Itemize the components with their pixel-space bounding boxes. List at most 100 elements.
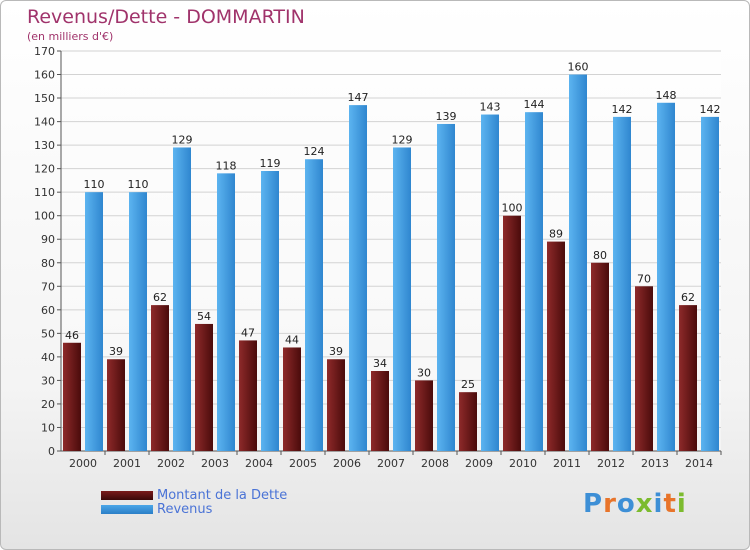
data-label: 39 — [329, 345, 343, 358]
data-label: 30 — [417, 366, 431, 379]
bar-revenus — [525, 112, 543, 452]
bar-revenus — [657, 102, 675, 451]
bar-revenus — [613, 116, 631, 451]
legend-label-dette: Montant de la Dette — [157, 487, 288, 503]
data-label: 110 — [84, 178, 105, 191]
chart-title: Revenus/Dette - DOMMARTIN — [27, 6, 305, 28]
logo-letter: i — [653, 489, 664, 519]
y-tick-label: 40 — [41, 351, 55, 364]
bar-dette — [591, 262, 609, 451]
data-label: 119 — [260, 157, 281, 170]
data-label: 46 — [65, 329, 79, 342]
y-tick-label: 150 — [34, 92, 55, 105]
data-label: 118 — [216, 159, 237, 172]
y-tick-label: 100 — [34, 210, 55, 223]
logo-letter: x — [635, 489, 654, 519]
y-tick-label: 120 — [34, 163, 55, 176]
bar-dette — [63, 342, 81, 451]
y-tick-label: 140 — [34, 116, 55, 129]
bar-dette — [239, 340, 257, 451]
bar-revenus — [701, 116, 719, 451]
data-label: 147 — [348, 91, 369, 104]
x-tick-label: 2006 — [333, 457, 361, 470]
y-tick-label: 70 — [41, 280, 55, 293]
bar-revenus — [481, 114, 499, 451]
y-tick-label: 90 — [41, 233, 55, 246]
x-tick-label: 2011 — [553, 457, 581, 470]
data-label: 129 — [392, 133, 413, 146]
data-label: 142 — [700, 103, 721, 116]
y-tick-label: 130 — [34, 139, 55, 152]
data-label: 143 — [480, 101, 501, 114]
bar-revenus — [393, 147, 411, 451]
legend-item-revenus: Revenus — [101, 501, 212, 517]
data-label: 124 — [304, 145, 325, 158]
data-label: 39 — [109, 345, 123, 358]
data-label: 25 — [461, 378, 475, 391]
x-tick-label: 2004 — [245, 457, 273, 470]
x-tick-label: 2012 — [597, 457, 625, 470]
plot-area — [61, 51, 721, 451]
bar-revenus — [217, 173, 235, 451]
bar-dette — [327, 359, 345, 451]
logo-letter: r — [603, 489, 617, 519]
y-tick-label: 110 — [34, 186, 55, 199]
x-tick-label: 2010 — [509, 457, 537, 470]
data-label: 144 — [524, 98, 545, 111]
data-label: 139 — [436, 110, 457, 123]
bar-revenus — [349, 105, 367, 451]
bar-revenus — [261, 171, 279, 451]
bar-dette — [415, 380, 433, 451]
logo-letter: i — [676, 489, 687, 519]
legend-item-dette: Montant de la Dette — [101, 487, 287, 503]
y-tick-label: 80 — [41, 257, 55, 270]
bar-dette — [195, 323, 213, 451]
x-tick-label: 2014 — [685, 457, 713, 470]
bar-dette — [679, 305, 697, 451]
bar-dette — [547, 241, 565, 451]
y-tick-label: 170 — [34, 45, 55, 58]
y-tick-label: 60 — [41, 304, 55, 317]
data-label: 100 — [502, 202, 523, 215]
x-tick-label: 2009 — [465, 457, 493, 470]
data-label: 62 — [681, 291, 695, 304]
data-label: 34 — [373, 357, 387, 370]
y-tick-label: 20 — [41, 398, 55, 411]
x-tick-label: 2000 — [69, 457, 97, 470]
logo-letter: P — [583, 489, 604, 519]
x-tick-label: 2003 — [201, 457, 229, 470]
y-tick-label: 50 — [41, 327, 55, 340]
logo-letter: t — [663, 489, 677, 519]
x-tick-label: 2013 — [641, 457, 669, 470]
x-tick-label: 2002 — [157, 457, 185, 470]
proxiti-logo: Proxiti — [583, 489, 687, 519]
legend-label-revenus: Revenus — [157, 501, 213, 517]
data-label: 142 — [612, 103, 633, 116]
data-label: 54 — [197, 310, 211, 323]
bar-dette — [459, 392, 477, 451]
bar-dette — [503, 215, 521, 451]
x-tick-label: 2005 — [289, 457, 317, 470]
bar-revenus — [305, 159, 323, 451]
y-tick-label: 30 — [41, 374, 55, 387]
data-label: 148 — [656, 89, 677, 102]
y-tick-label: 10 — [41, 421, 55, 434]
data-label: 80 — [593, 249, 607, 262]
bar-revenus — [85, 192, 103, 452]
bar-dette — [283, 347, 301, 451]
bar-revenus — [569, 74, 587, 451]
bar-dette — [371, 371, 389, 451]
y-tick-label: 0 — [48, 445, 55, 458]
data-label: 47 — [241, 326, 255, 339]
x-tick-label: 2007 — [377, 457, 405, 470]
bar-dette — [635, 286, 653, 451]
y-tick-label: 160 — [34, 69, 55, 82]
data-label: 160 — [568, 61, 589, 74]
bar-revenus — [129, 192, 147, 452]
chart-subtitle: (en milliers d'€) — [27, 30, 114, 43]
bar-revenus — [437, 123, 455, 452]
bar-dette — [151, 305, 169, 451]
legend-swatch-revenus — [101, 504, 153, 514]
